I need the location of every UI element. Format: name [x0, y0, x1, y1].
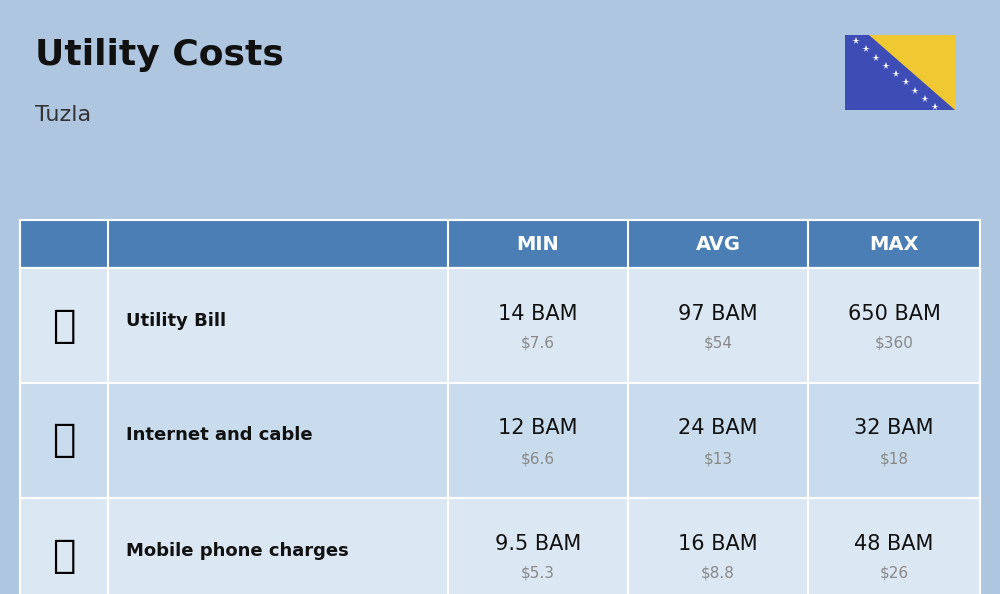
Text: $26: $26	[879, 566, 909, 581]
Text: Internet and cable: Internet and cable	[126, 426, 313, 444]
Text: 97 BAM: 97 BAM	[678, 304, 758, 324]
Text: AVG: AVG	[696, 235, 740, 254]
Text: Utility Costs: Utility Costs	[35, 38, 284, 72]
Text: 📱: 📱	[52, 536, 76, 574]
Text: MIN: MIN	[517, 235, 559, 254]
Text: 16 BAM: 16 BAM	[678, 533, 758, 554]
Text: 12 BAM: 12 BAM	[498, 419, 578, 438]
Text: Tuzla: Tuzla	[35, 105, 91, 125]
Text: $7.6: $7.6	[521, 336, 555, 351]
Text: $360: $360	[875, 336, 913, 351]
Text: 14 BAM: 14 BAM	[498, 304, 578, 324]
Text: $13: $13	[703, 451, 733, 466]
Text: $6.6: $6.6	[521, 451, 555, 466]
Text: $54: $54	[704, 336, 732, 351]
Bar	[20, 383, 980, 498]
Polygon shape	[869, 35, 955, 110]
Text: 24 BAM: 24 BAM	[678, 419, 758, 438]
Bar	[20, 220, 980, 268]
Text: $8.8: $8.8	[701, 566, 735, 581]
Bar	[20, 498, 980, 594]
Bar	[20, 268, 980, 383]
Text: 48 BAM: 48 BAM	[854, 533, 934, 554]
Text: 32 BAM: 32 BAM	[854, 419, 934, 438]
Text: 📡: 📡	[52, 422, 76, 460]
Text: 650 BAM: 650 BAM	[848, 304, 940, 324]
Text: Mobile phone charges: Mobile phone charges	[126, 542, 349, 560]
Bar	[845, 35, 955, 110]
Text: 9.5 BAM: 9.5 BAM	[495, 533, 581, 554]
Text: $5.3: $5.3	[521, 566, 555, 581]
Text: MAX: MAX	[869, 235, 919, 254]
Text: 🔌: 🔌	[52, 307, 76, 345]
Text: $18: $18	[880, 451, 908, 466]
Text: Utility Bill: Utility Bill	[126, 311, 226, 330]
